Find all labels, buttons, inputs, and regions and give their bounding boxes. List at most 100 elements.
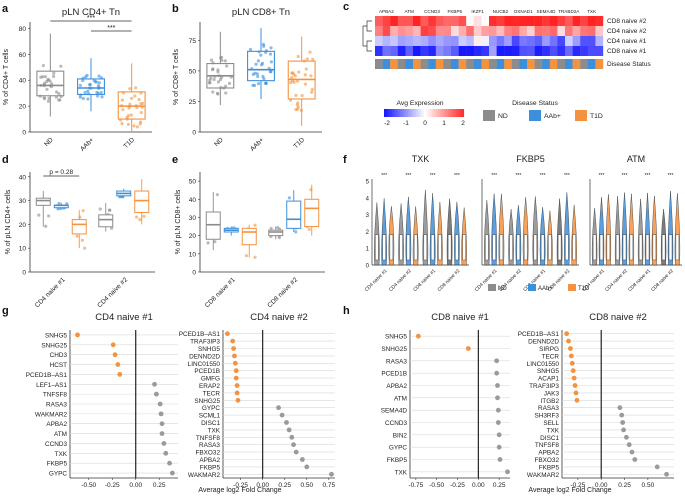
- data-point: [86, 89, 90, 93]
- heatmap-cell: [413, 26, 421, 36]
- data-point: [244, 253, 249, 258]
- box: [134, 190, 150, 213]
- fold-change-dot: [276, 405, 281, 411]
- status-cell: [443, 59, 452, 69]
- signif-stars: ***: [491, 173, 497, 179]
- data-point: [206, 241, 210, 245]
- gene-label: TNFSF8: [196, 435, 221, 442]
- y-tick-label: 0: [366, 264, 370, 270]
- x-tick-label: -0.50: [81, 482, 96, 489]
- panel-g: CD4 naive #1 SNHG5 SNHG25 CHD3 HCST PCED1B–AS…: [26, 312, 178, 489]
- fold-change-dot: [234, 390, 240, 396]
- status-cell: [542, 59, 550, 69]
- gene-label: PCED1B: [194, 368, 220, 375]
- data-point: [269, 60, 273, 64]
- data-point: [135, 125, 139, 129]
- legend-swatch: [450, 109, 453, 117]
- box: [35, 197, 51, 206]
- data-point: [300, 94, 304, 98]
- fold-change-dot: [497, 457, 503, 462]
- x-tick-label: 0.00: [595, 482, 608, 489]
- data-point: [307, 227, 311, 231]
- gene-label: SELL: [543, 420, 559, 427]
- data-point: [65, 202, 69, 206]
- status-cell: [572, 59, 581, 69]
- gene-label: IKZF1: [471, 9, 484, 14]
- fold-change-dot: [234, 383, 240, 388]
- legend-swatch: [434, 109, 437, 117]
- fold-change-dot: [495, 383, 500, 388]
- data-point: [269, 46, 273, 50]
- data-point: [137, 97, 141, 102]
- box: [71, 219, 87, 235]
- fold-change-dot: [465, 346, 471, 351]
- signif-stars: ***: [430, 173, 436, 179]
- gene-label: RASA3: [386, 358, 407, 365]
- violin-box: [485, 234, 489, 261]
- heatmap-cell: [496, 26, 505, 36]
- data-point: [83, 90, 87, 95]
- legend-swatch: [430, 109, 433, 117]
- violin-box: [492, 234, 496, 261]
- y-axis-label: % of pLN CD4+ cells: [5, 189, 12, 254]
- data-point: [97, 81, 101, 85]
- legend-swatch: [384, 109, 387, 117]
- panel-letter-b: b: [172, 3, 179, 15]
- heatmap-cell: [565, 46, 573, 56]
- gene-label: SNHG25: [41, 342, 67, 349]
- gene-label: DISC1: [201, 420, 220, 427]
- fold-change-dot: [620, 420, 626, 425]
- x-tick-label: CD8 naive #2: [650, 268, 675, 293]
- legend-swatch: [418, 109, 421, 117]
- gene-label: FKBP5: [200, 464, 221, 471]
- violin-box: [661, 234, 666, 261]
- gene-label: PCED1B–AS1: [26, 372, 68, 379]
- fold-change-dot: [569, 360, 575, 366]
- data-point: [297, 70, 301, 74]
- fold-change-dot: [233, 368, 239, 374]
- legend-swatch: [436, 109, 439, 117]
- gene-label: TRABD2A: [558, 9, 580, 14]
- fold-change-dot: [664, 471, 669, 477]
- data-point: [277, 235, 281, 240]
- legend-swatch: [444, 109, 447, 117]
- panel-title: CD4 naive #2: [250, 312, 308, 323]
- y-tick-label: 20: [19, 104, 27, 111]
- y-axis-label: % of CD8+ T cells: [173, 49, 180, 105]
- heatmap-cell: [375, 16, 383, 26]
- legend-label: AAb+: [538, 286, 553, 292]
- heatmap-cell: [451, 36, 459, 46]
- status-swatch: [529, 110, 541, 121]
- fold-change-dot: [496, 432, 502, 438]
- legend-swatch: [422, 109, 425, 117]
- signif-stars: ***: [107, 25, 115, 32]
- data-point: [141, 101, 145, 106]
- gene-label: ERAP2: [199, 383, 220, 390]
- fold-change-dot: [233, 375, 239, 381]
- data-point: [213, 240, 217, 244]
- y-tick-label: 0: [22, 270, 26, 277]
- data-point: [269, 226, 273, 231]
- x-tick-label: CD8 naive #2: [436, 268, 461, 293]
- data-point: [215, 193, 219, 197]
- legend-swatch: [442, 109, 445, 117]
- heatmap-cell: [420, 16, 429, 26]
- heatmap-cell: [382, 46, 391, 56]
- gene-label: SNHG5: [45, 332, 67, 339]
- heatmap-cell: [580, 46, 588, 56]
- heatmap-cell: [375, 26, 383, 36]
- data-point: [224, 91, 228, 95]
- signif-stars: ***: [87, 15, 95, 22]
- gene-label: JAK3: [544, 390, 560, 397]
- fold-change-dot: [299, 457, 305, 462]
- data-point: [211, 90, 215, 94]
- data-point: [95, 94, 100, 98]
- y-tick-label: 50: [189, 179, 197, 186]
- gene-label: SEMA4D: [537, 9, 557, 14]
- fold-change-dot: [232, 360, 238, 366]
- gene-label: TXK: [208, 427, 221, 434]
- x-tick-label: -0.25: [570, 482, 585, 489]
- gene-label: TXK: [55, 451, 68, 458]
- fold-change-dot: [617, 405, 623, 411]
- x-tick-label: -0.25: [105, 482, 120, 489]
